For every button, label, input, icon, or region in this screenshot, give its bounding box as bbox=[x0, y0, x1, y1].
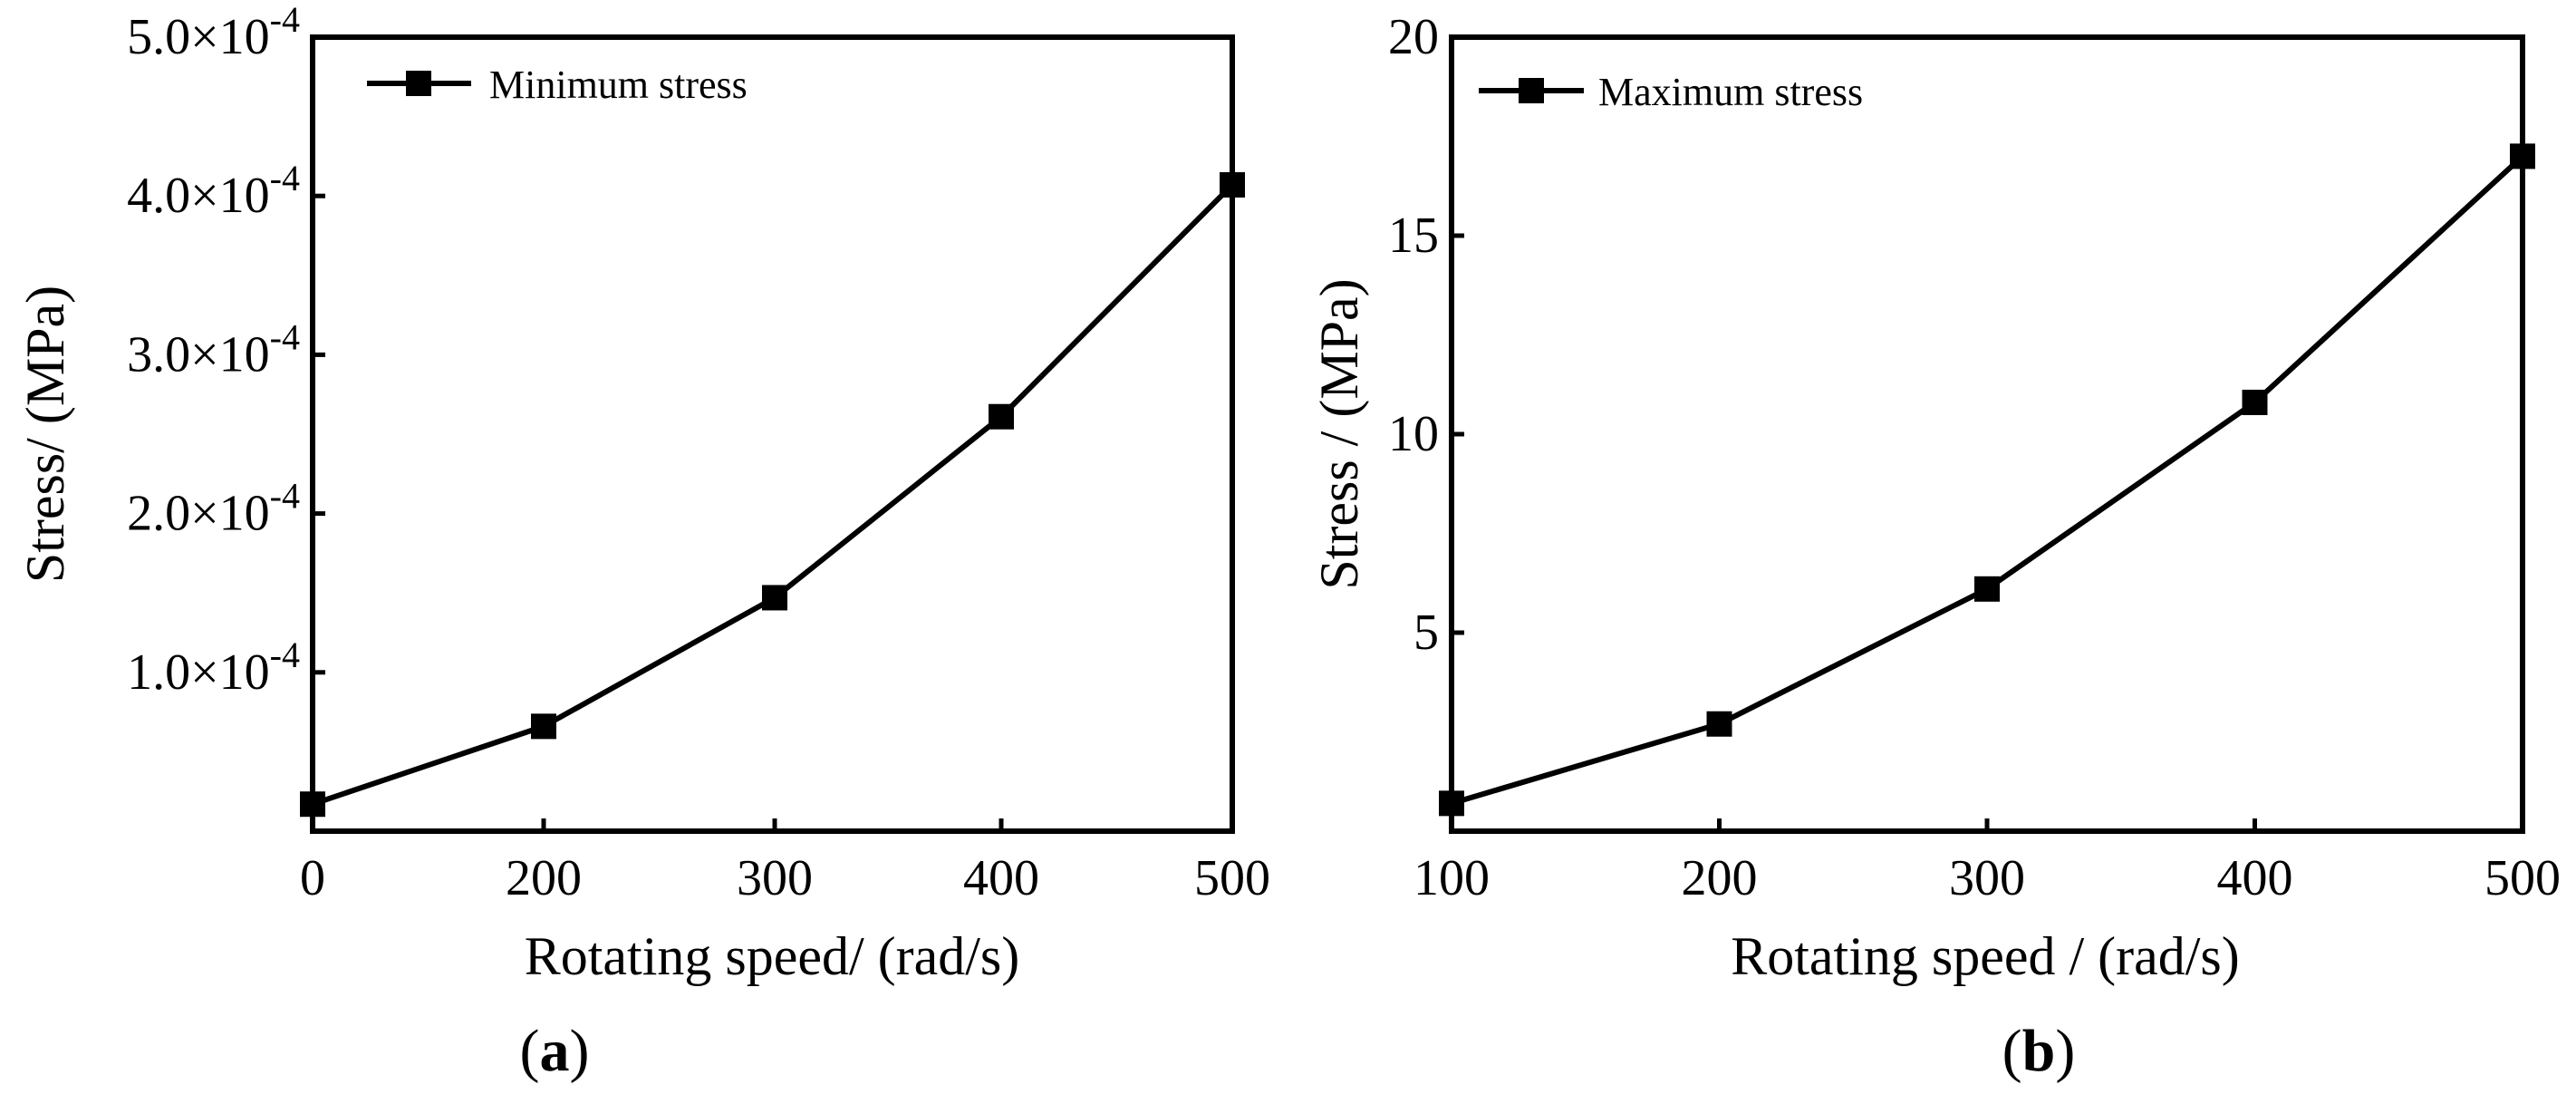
plot-frame-b bbox=[1449, 34, 2525, 834]
x-tick-label: 400 bbox=[2217, 850, 2293, 906]
y-axis-b: 5 10 15 20 bbox=[1388, 9, 1464, 661]
legend-marker-a bbox=[406, 71, 431, 96]
x-axis-title-b: Rotating speed / (rad/s) bbox=[1731, 926, 2240, 986]
series-markers-b bbox=[1439, 143, 2535, 817]
x-tick-label: 500 bbox=[1194, 850, 1270, 906]
y-axis-title-a: Stress/ (MPa) bbox=[15, 286, 75, 583]
y-tick-label: 10 bbox=[1388, 406, 1439, 462]
plot-frame-a bbox=[310, 34, 1235, 834]
y-axis-title-b: Stress / (MPa) bbox=[1309, 278, 1369, 589]
series-line-maximum-stress bbox=[1451, 154, 2525, 807]
x-tick-label: 400 bbox=[963, 850, 1039, 906]
data-point bbox=[300, 791, 325, 818]
data-point bbox=[989, 403, 1014, 430]
y-tick-label: 3.0×10-4 bbox=[127, 316, 300, 382]
series-markers-a bbox=[300, 171, 1245, 818]
data-point bbox=[1706, 711, 1732, 737]
y-tick-label: 5 bbox=[1413, 605, 1439, 661]
legend-label-minimum-stress: Minimum stress bbox=[489, 63, 748, 107]
legend-label-maximum-stress: Maximum stress bbox=[1598, 70, 1863, 114]
x-tick-label: 0 bbox=[300, 850, 325, 906]
y-tick-label: 20 bbox=[1388, 9, 1439, 65]
panel-label-a: (a) bbox=[520, 1018, 590, 1084]
y-tick-label: 15 bbox=[1388, 208, 1439, 264]
data-point bbox=[1974, 576, 2000, 602]
chart-panel-b: 100 200 300 400 500 5 10 15 20 Maximum stress R… bbox=[1309, 9, 2561, 1084]
x-tick-label: 300 bbox=[737, 850, 813, 906]
y-tick-label: 2.0×10-4 bbox=[127, 476, 300, 542]
data-point bbox=[762, 585, 787, 611]
x-tick-label: 200 bbox=[1682, 850, 1758, 906]
x-axis-title-a: Rotating speed/ (rad/s) bbox=[525, 926, 1020, 986]
y-tick-label: 5.0×10-4 bbox=[127, 0, 300, 65]
x-tick-label: 200 bbox=[506, 850, 582, 906]
x-axis-a: 0 200 300 400 500 bbox=[300, 818, 1270, 906]
data-point bbox=[1439, 790, 1464, 817]
legend-b: Maximum stress bbox=[1479, 70, 1863, 114]
legend-a: Minimum stress bbox=[367, 63, 748, 107]
x-tick-label: 300 bbox=[1949, 850, 2025, 906]
y-tick-label: 1.0×10-4 bbox=[127, 634, 300, 701]
panel-label-b: (b) bbox=[2002, 1018, 2076, 1084]
x-tick-label: 100 bbox=[1413, 850, 1490, 906]
data-point bbox=[1220, 171, 1245, 198]
x-axis-b: 100 200 300 400 500 bbox=[1413, 818, 2561, 906]
data-point bbox=[2242, 389, 2268, 415]
series-line-minimum-stress bbox=[312, 182, 1235, 808]
y-axis-a: 1.0×10-4 2.0×10-4 3.0×10-4 4.0×10-4 5.0×10-4 bbox=[127, 0, 325, 701]
legend-marker-b bbox=[1519, 78, 1544, 103]
data-point bbox=[531, 713, 556, 740]
x-tick-label: 500 bbox=[2484, 850, 2561, 906]
y-tick-label: 4.0×10-4 bbox=[127, 158, 300, 224]
data-point bbox=[2510, 143, 2535, 169]
chart-panel-a: 0 200 300 400 500 1.0×10-4 2.0×10-4 3.0×10-4 4.… bbox=[15, 0, 1270, 1084]
